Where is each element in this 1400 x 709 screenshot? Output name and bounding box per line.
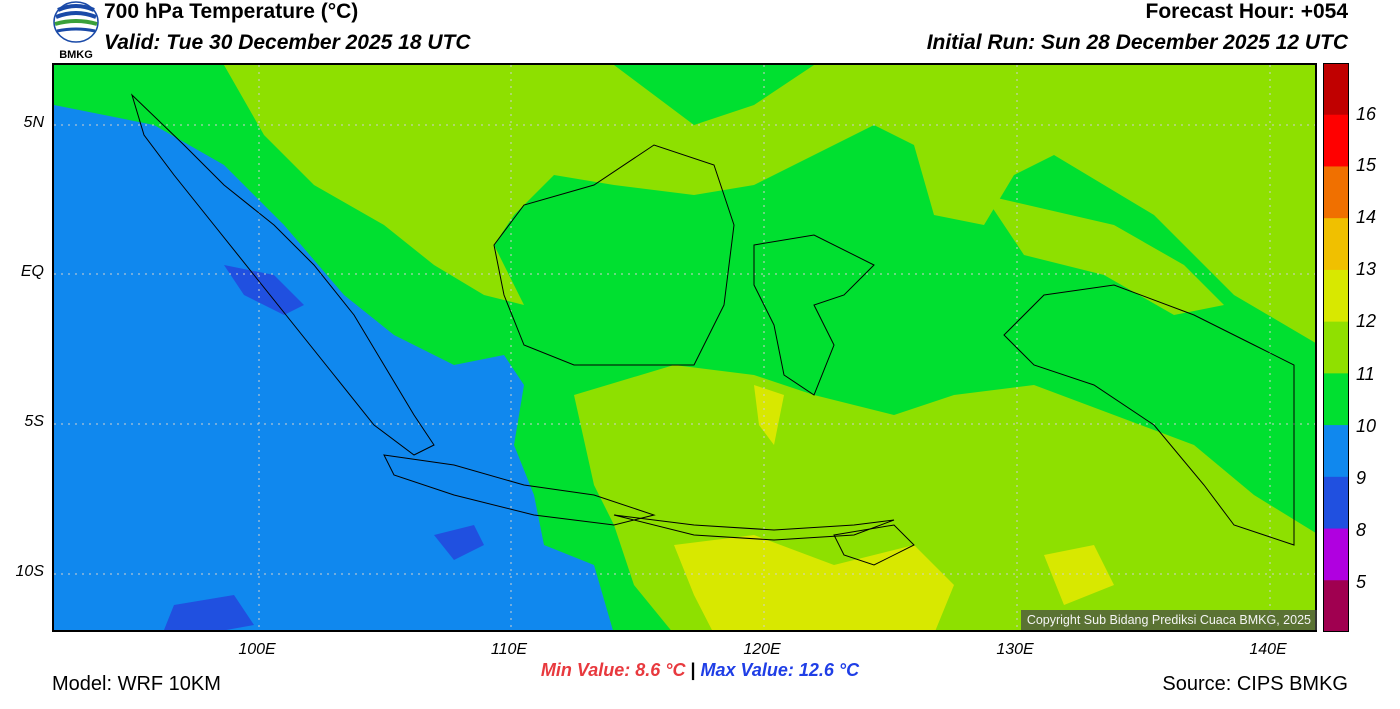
logo-text: BMKG [59, 49, 93, 61]
colorbar-label-5: 5 [1356, 572, 1367, 592]
band-13-east [1044, 545, 1114, 605]
colorbar-segment [1323, 425, 1349, 478]
papua-outline [1003, 284, 1295, 546]
colorbar-segment [1323, 63, 1349, 116]
lat-label-5s: 5S [24, 413, 44, 430]
colorbar-segment [1323, 321, 1349, 374]
timor-outline [833, 524, 915, 566]
max-value: Max Value: 12.6 °C [700, 660, 860, 680]
stats-separator: | [690, 660, 696, 680]
band-9-patch-1 [224, 265, 304, 315]
map-gridlines [54, 65, 1315, 630]
min-max-values: Min Value: 8.6 °C | Max Value: 12.6 °C [0, 660, 1400, 681]
colorbar-segment [1323, 269, 1349, 323]
colorbar-segment [1323, 580, 1349, 633]
bmkg-logo: BMKG [52, 0, 100, 62]
lat-label-eq: EQ [20, 263, 44, 280]
temperature-map[interactable] [52, 63, 1317, 632]
copyright-notice: Copyright Sub Bidang Prediksi Cuaca BMKG… [1020, 610, 1317, 630]
colorbar-segment [1323, 166, 1349, 219]
colorbar-segment [1323, 476, 1349, 530]
band-9-patch-3 [434, 525, 484, 560]
colorbar-label-12: 12 [1356, 311, 1377, 331]
colorbar-label-16: 16 [1356, 104, 1377, 124]
sulawesi-outline [753, 234, 875, 396]
lon-label-140e: 140E [1249, 641, 1287, 658]
forecast-hour: Forecast Hour: +054 [1145, 0, 1349, 23]
borneo-outline [493, 144, 735, 366]
initial-run: Initial Run: Sun 28 December 2025 12 UTC [926, 31, 1348, 54]
band-13-south [674, 535, 954, 630]
band-12-east [984, 195, 1224, 315]
colorbar-label-15: 15 [1356, 155, 1377, 175]
colorbar [1323, 63, 1349, 633]
model-info: Model: WRF 10KM [52, 673, 221, 695]
colorbar-label-13: 13 [1356, 259, 1377, 279]
lat-label-5n: 5N [23, 114, 44, 131]
colorbar-border [1323, 63, 1349, 632]
lesser-sunda-outline [613, 514, 895, 541]
colorbar-label-11: 11 [1356, 364, 1375, 384]
band-10-west [54, 105, 613, 630]
lon-label-110e: 110E [490, 641, 528, 658]
source-info: Source: CIPS BMKG [1162, 673, 1348, 695]
valid-time: Valid: Tue 30 December 2025 18 UTC [104, 31, 471, 54]
band-13-center [754, 385, 784, 445]
chart-title: 700 hPa Temperature (°C) [104, 0, 359, 23]
colorbar-segment [1323, 218, 1349, 271]
colorbar-label-9: 9 [1356, 468, 1367, 488]
colorbar-label-10: 10 [1356, 416, 1377, 436]
band-12-north [224, 65, 1315, 343]
colorbar-label-14: 14 [1356, 207, 1377, 227]
colorbar-segment [1323, 373, 1349, 426]
colorbar-label-8: 8 [1356, 520, 1367, 540]
colorbar-segment [1323, 114, 1349, 167]
band-9-patch-2 [164, 595, 254, 630]
min-value: Min Value: 8.6 °C [540, 660, 686, 680]
lon-label-120e: 120E [743, 641, 781, 658]
sumatra-outline [130, 93, 435, 456]
colorbar-segment [1323, 528, 1349, 581]
lon-label-100e: 100E [238, 641, 276, 658]
lon-label-130e: 130E [996, 641, 1034, 658]
lat-label-10s: 10S [15, 563, 44, 580]
coastlines [130, 93, 1295, 566]
